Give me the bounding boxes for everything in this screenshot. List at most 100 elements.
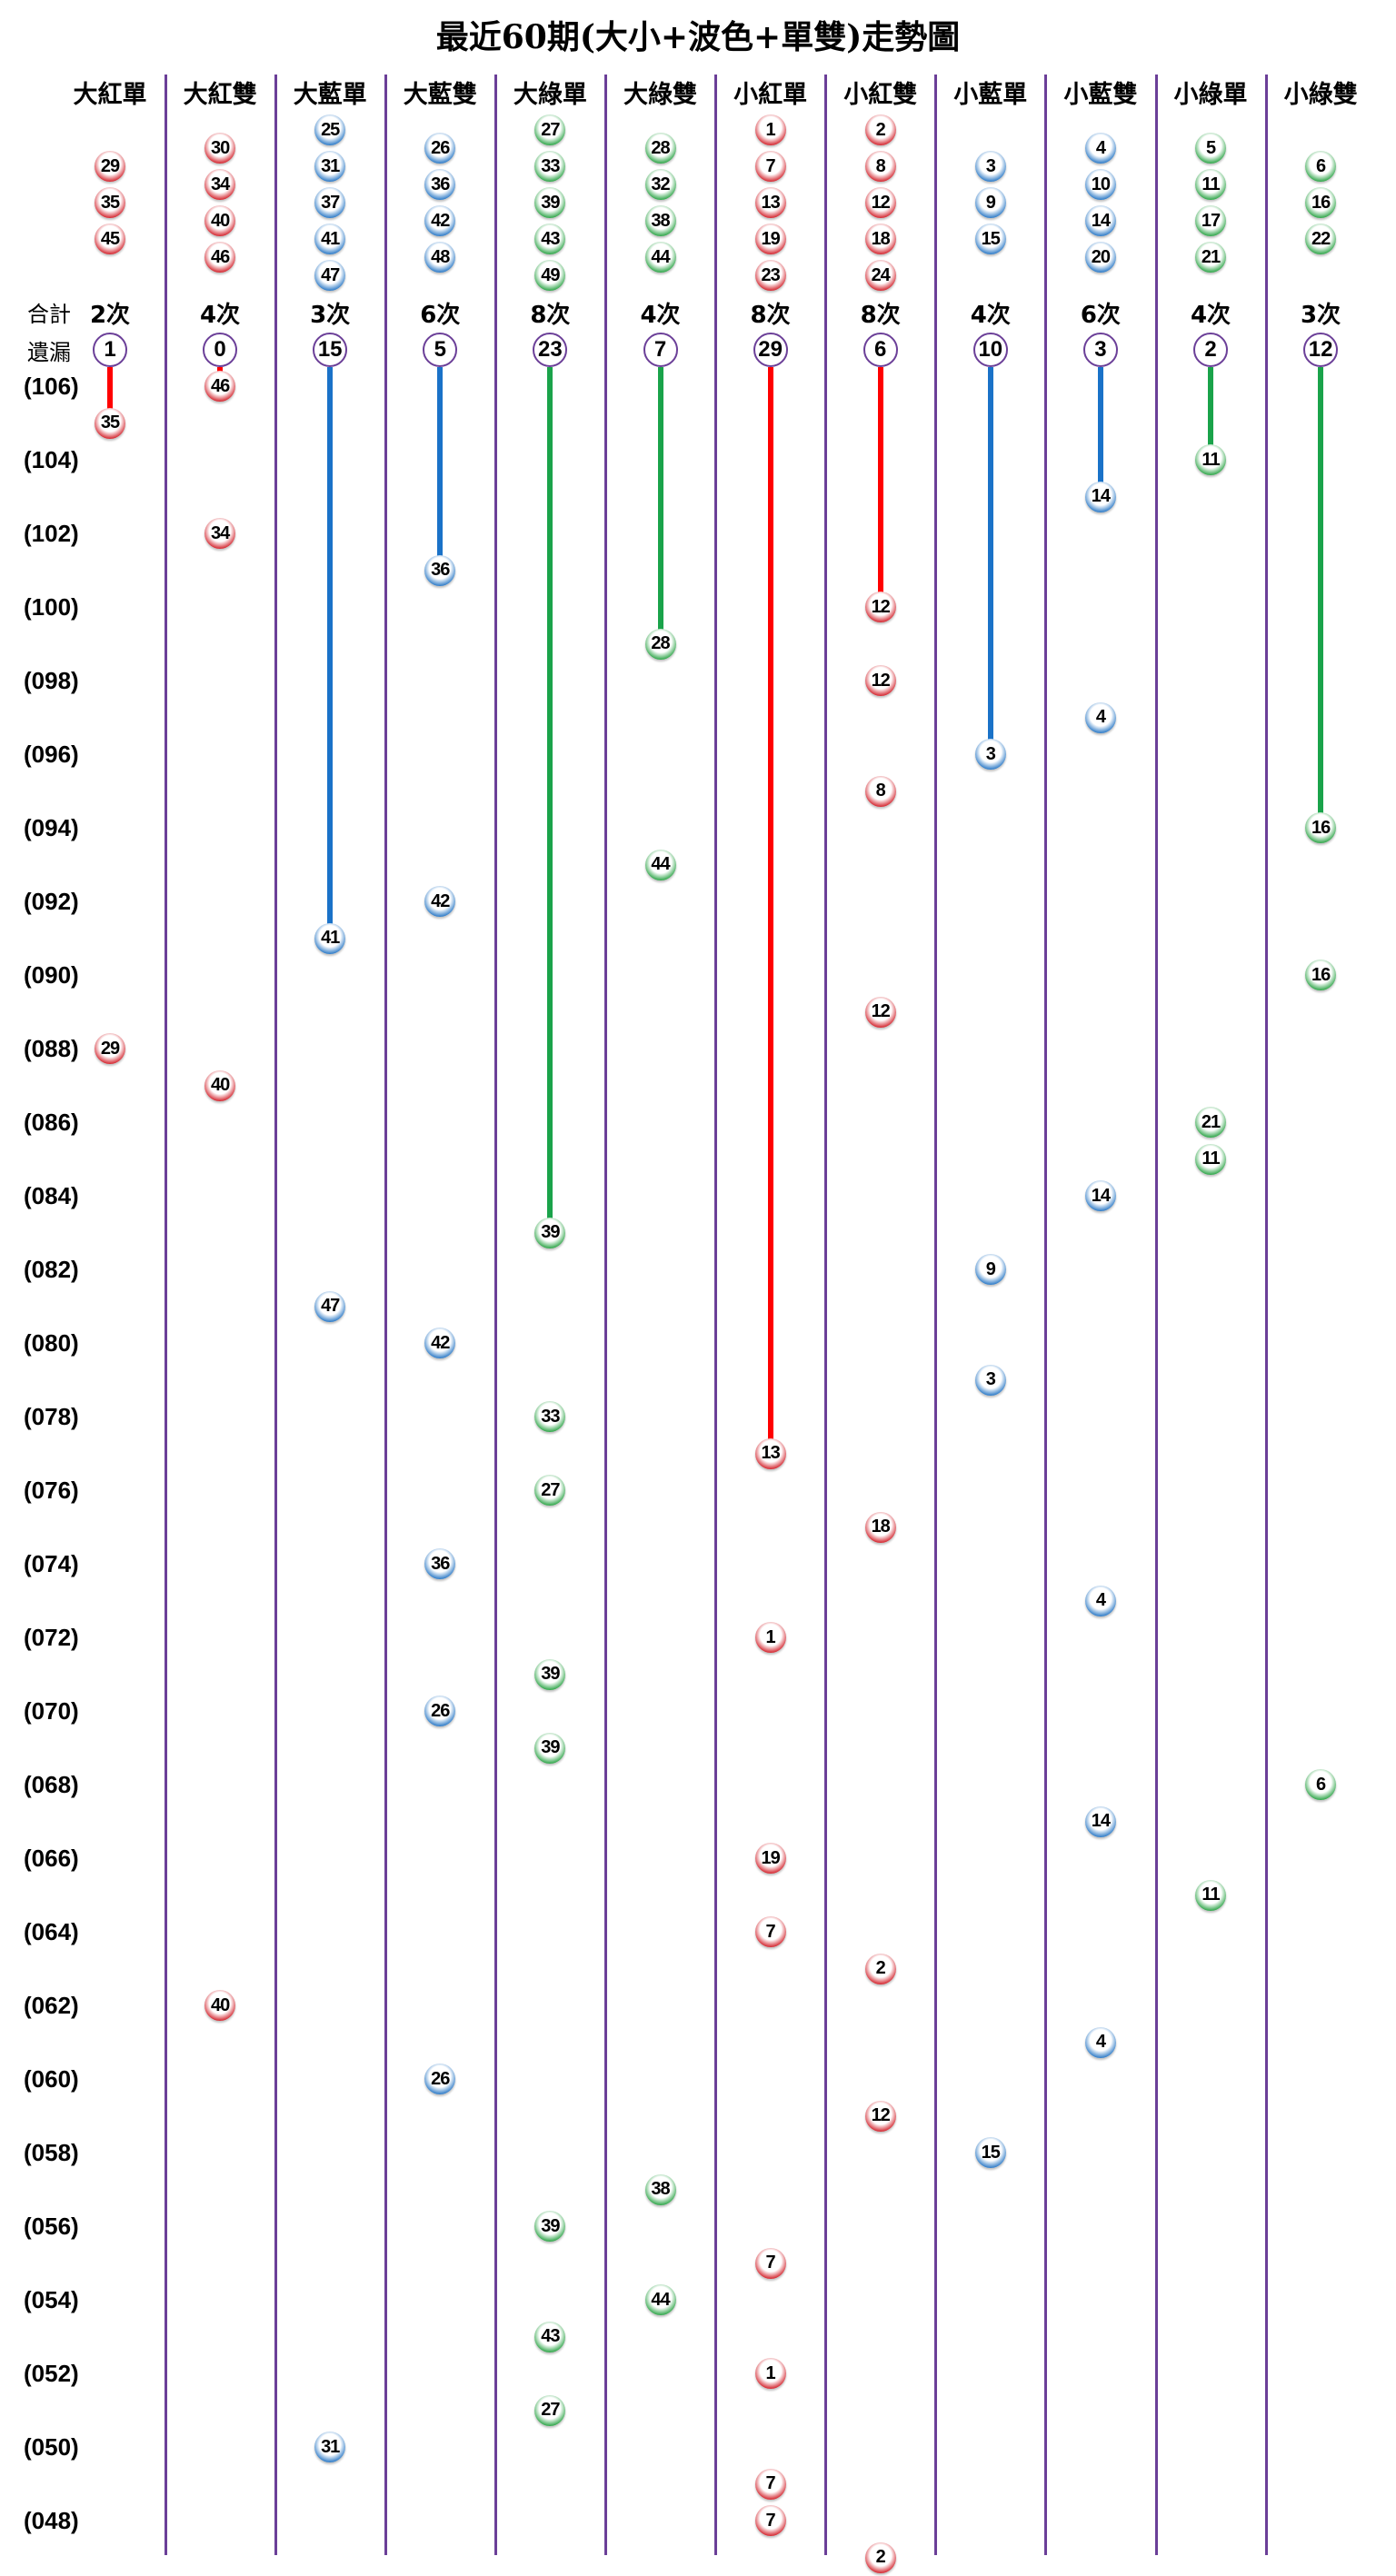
pool-ball: 36: [424, 169, 456, 200]
count-value: 4次: [200, 302, 241, 329]
draw-ball: 36: [424, 554, 456, 586]
period-label: (084): [24, 1182, 79, 1209]
draw-ball: 19: [754, 1843, 786, 1874]
pool-ball: 7: [754, 151, 786, 182]
column-header: 大綠單: [513, 81, 587, 109]
pool-ball: 14: [1084, 205, 1116, 236]
count-value: 8次: [860, 302, 901, 329]
column-divider: [164, 75, 167, 2555]
draw-ball: 43: [534, 2321, 566, 2352]
draw-ball: 12: [864, 665, 896, 696]
period-label: (092): [24, 888, 79, 915]
pool-ball: 1: [754, 114, 786, 145]
column-divider: [604, 75, 607, 2555]
period-label: (050): [24, 2433, 79, 2461]
draw-ball: 15: [974, 2137, 1006, 2168]
period-label: (094): [24, 814, 79, 841]
miss-value: 23: [533, 333, 568, 367]
draw-ball: 12: [864, 592, 896, 622]
pool-ball: 11: [1195, 169, 1226, 200]
pool-ball: 20: [1084, 242, 1116, 273]
period-label: (086): [24, 1109, 79, 1136]
pool-ball: 45: [95, 224, 125, 254]
pool-ball: 5: [1195, 133, 1226, 164]
period-label: (070): [24, 1697, 79, 1725]
pool-ball: 9: [974, 187, 1006, 218]
draw-ball: 39: [534, 1217, 566, 1248]
pool-ball: 23: [754, 260, 786, 291]
period-label: (056): [24, 2213, 79, 2240]
pool-ball: 35: [95, 187, 125, 218]
pool-ball: 25: [314, 114, 346, 145]
draw-ball: 2: [864, 1953, 896, 1984]
period-label: (090): [24, 961, 79, 989]
miss-connector-line: [547, 367, 553, 1224]
draw-ball: 44: [644, 2284, 676, 2315]
pool-ball: 12: [864, 187, 896, 218]
column-header: 大藍雙: [403, 81, 477, 109]
draw-ball: 11: [1195, 444, 1226, 475]
count-value: 2次: [89, 302, 131, 329]
draw-ball: 42: [424, 1328, 456, 1358]
draw-ball: 7: [754, 2505, 786, 2536]
column-divider: [384, 75, 387, 2555]
count-value: 4次: [1190, 302, 1231, 329]
chart-title: 最近60期(大小+波色+單雙)走勢圖: [435, 18, 961, 56]
pool-ball: 10: [1084, 169, 1116, 200]
column-divider: [1154, 75, 1158, 2555]
pool-ball: 49: [534, 260, 566, 291]
draw-ball: 14: [1084, 1805, 1116, 1837]
pool-ball: 3: [974, 151, 1006, 182]
pool-ball: 47: [314, 260, 346, 291]
column-divider: [824, 75, 828, 2555]
count-value: 6次: [1080, 302, 1121, 329]
draw-ball: 40: [204, 1069, 236, 1101]
draw-ball: 39: [534, 1732, 566, 1764]
draw-ball: 41: [314, 922, 346, 954]
miss-connector-line: [987, 367, 993, 745]
column-divider: [714, 75, 718, 2555]
period-label: (100): [24, 593, 79, 621]
miss-value: 6: [863, 333, 898, 367]
draw-ball: 47: [314, 1290, 346, 1322]
pool-ball: 16: [1305, 187, 1337, 218]
pool-ball: 48: [424, 242, 456, 273]
miss-connector-line: [877, 367, 883, 598]
period-label: (082): [24, 1256, 79, 1283]
period-label: (102): [24, 520, 79, 547]
pool-ball: 26: [424, 133, 456, 164]
period-label: (068): [24, 1771, 79, 1798]
pool-ball: 22: [1305, 224, 1337, 254]
period-label: (078): [24, 1403, 79, 1430]
pool-ball: 27: [534, 114, 566, 145]
draw-ball: 9: [974, 1254, 1006, 1285]
miss-label: 遺漏: [27, 340, 71, 365]
column-divider: [1264, 75, 1268, 2555]
draw-ball: 1: [754, 2358, 786, 2389]
column-header: 大紅雙: [183, 81, 257, 109]
miss-value: 12: [1303, 333, 1339, 367]
pool-ball: 13: [754, 187, 786, 218]
miss-value: 0: [203, 333, 238, 367]
draw-ball: 4: [1084, 701, 1116, 733]
miss-connector-line: [327, 367, 334, 930]
pool-ball: 40: [204, 205, 236, 236]
draw-ball: 3: [974, 1364, 1006, 1396]
pool-ball: 28: [644, 133, 676, 164]
draw-ball: 11: [1195, 1143, 1226, 1175]
draw-ball: 39: [534, 2211, 566, 2242]
miss-connector-line: [437, 367, 444, 562]
draw-ball: 35: [95, 407, 125, 439]
period-label: (080): [24, 1329, 79, 1357]
column-divider: [934, 75, 938, 2555]
pool-ball: 46: [204, 242, 236, 273]
count-value: 3次: [1301, 302, 1341, 329]
draw-ball: 14: [1084, 481, 1116, 512]
draw-ball: 6: [1305, 1769, 1337, 1800]
draw-ball: 27: [534, 1475, 566, 1506]
column-divider: [274, 75, 277, 2555]
pool-ball: 19: [754, 224, 786, 254]
draw-ball: 28: [644, 628, 676, 660]
period-label: (048): [24, 2507, 79, 2534]
